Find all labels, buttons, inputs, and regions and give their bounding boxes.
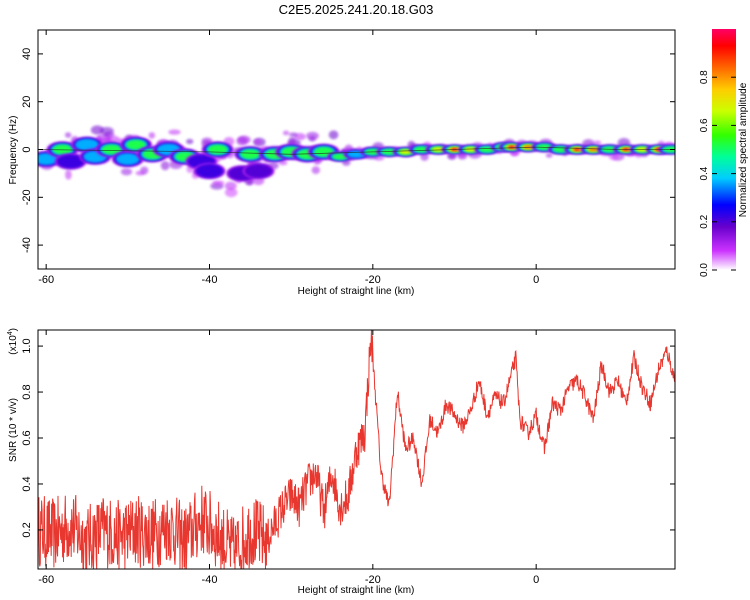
colorbar-label: Normalized spectral amplitude xyxy=(738,82,749,217)
noise-speck xyxy=(148,132,156,139)
y-tick-label: 0.6 xyxy=(21,430,33,445)
noise-speck xyxy=(120,168,133,176)
colorbar-tick-label: 0.8 xyxy=(699,70,710,84)
spectral-blob xyxy=(588,147,598,152)
noise-speck xyxy=(160,160,170,171)
noise-speck xyxy=(288,132,298,137)
spectral-blob xyxy=(464,147,478,152)
spectral-blob xyxy=(574,148,580,151)
y-tick-label: 40 xyxy=(21,48,33,60)
snr-series-line xyxy=(38,330,675,569)
spectral-blob xyxy=(240,149,261,160)
noise-speck xyxy=(288,136,296,146)
spectral-blob xyxy=(195,164,224,178)
noise-speck xyxy=(38,142,39,144)
y-tick-label: 0.8 xyxy=(21,384,33,399)
snr-scale-exponent: 4 xyxy=(7,331,14,335)
colorbar-tick-label: 0.6 xyxy=(699,118,710,132)
noise-speck xyxy=(278,160,288,166)
spectral-blob xyxy=(126,139,146,150)
noise-speck xyxy=(545,153,553,158)
x-tick-label: -60 xyxy=(38,574,54,586)
noise-speck xyxy=(447,153,457,160)
noise-speck xyxy=(308,136,316,142)
x-tick-label: -20 xyxy=(365,274,381,286)
spectral-blob xyxy=(56,154,85,169)
noise-speck xyxy=(168,129,181,135)
noise-speck xyxy=(99,127,114,135)
noise-speck xyxy=(236,136,248,146)
colorbar-tick-label: 0.0 xyxy=(699,263,710,277)
x-tick-label: -40 xyxy=(202,274,218,286)
spectrogram-heatmap xyxy=(38,125,675,198)
spectrogram-ylabel: Frequency (Hz) xyxy=(8,116,19,185)
noise-speck xyxy=(254,139,261,145)
snr-ylabel: SNR (10 * v/v) xyxy=(8,398,19,462)
x-tick-label: -60 xyxy=(38,274,54,286)
snr-panel: -60 -40 -20 0 0.2 0.4 0.6 0.8 1.0 Height of stra… xyxy=(7,328,676,596)
spectral-blob xyxy=(115,153,140,165)
x-tick-label: -20 xyxy=(365,574,381,586)
x-tick-label: 0 xyxy=(533,274,539,286)
noise-speck xyxy=(65,169,72,180)
y-tick-label: -40 xyxy=(21,237,33,253)
noise-speck xyxy=(64,132,72,138)
spectral-blob xyxy=(207,144,228,155)
spectral-blob xyxy=(38,153,59,165)
noise-speck xyxy=(201,137,213,145)
y-tick-label: -20 xyxy=(21,189,33,205)
colorbar: 0.0 0.2 0.4 0.6 0.8 Normalized spectral ampl… xyxy=(699,29,749,277)
noise-speck xyxy=(311,166,321,174)
spectral-blob xyxy=(244,164,273,178)
noise-speck xyxy=(282,130,290,136)
spectral-blob xyxy=(75,138,99,151)
noise-speck xyxy=(328,130,339,140)
snr-scale-label: (x104) xyxy=(7,328,19,355)
x-tick-label: 0 xyxy=(533,574,539,586)
snr-ticks: -60 -40 -20 0 0.2 0.4 0.6 0.8 1.0 xyxy=(21,330,675,586)
colorbar-gradient xyxy=(712,29,736,270)
figure-title: C2E5.2025.241.20.18.G03 xyxy=(279,2,434,17)
noise-speck xyxy=(224,181,237,191)
y-tick-label: 0.4 xyxy=(21,476,33,491)
noise-speck xyxy=(674,143,675,146)
snr-frame xyxy=(37,329,676,570)
signal-track-line xyxy=(38,146,675,155)
y-tick-label: 0.2 xyxy=(21,522,33,537)
colorbar-tick-label: 0.4 xyxy=(699,166,710,180)
snr-plot-area xyxy=(38,330,675,569)
noise-speck xyxy=(212,180,225,186)
noise-speck xyxy=(106,135,120,143)
colorbar-tick-label: 0.2 xyxy=(699,214,710,228)
x-tick-label: -40 xyxy=(202,574,218,586)
y-tick-label: 0 xyxy=(21,146,33,152)
snr-scale-suffix: ) xyxy=(8,328,19,331)
spectrogram-panel: -60 -40 -20 0 -40 -20 0 20 40 Height of straight… xyxy=(8,29,676,297)
snr-scale-base: (x10 xyxy=(8,335,19,355)
y-tick-label: 1.0 xyxy=(21,338,33,353)
colorbar-ticks: 0.0 0.2 0.4 0.6 0.8 xyxy=(699,70,736,277)
noise-speck xyxy=(186,138,194,145)
noise-speck xyxy=(374,155,385,161)
noise-speck xyxy=(135,170,145,176)
noise-speck xyxy=(224,187,238,198)
spectral-blob xyxy=(431,147,445,152)
y-tick-label: 20 xyxy=(21,96,33,108)
snr-xlabel: Height of straight line (km) xyxy=(298,585,415,596)
spectral-blob xyxy=(101,144,122,155)
spectrogram-ticks: -60 -40 -20 0 -40 -20 0 20 40 xyxy=(21,30,675,286)
noise-speck xyxy=(593,140,602,145)
spectrogram-xlabel: Height of straight line (km) xyxy=(298,286,415,297)
